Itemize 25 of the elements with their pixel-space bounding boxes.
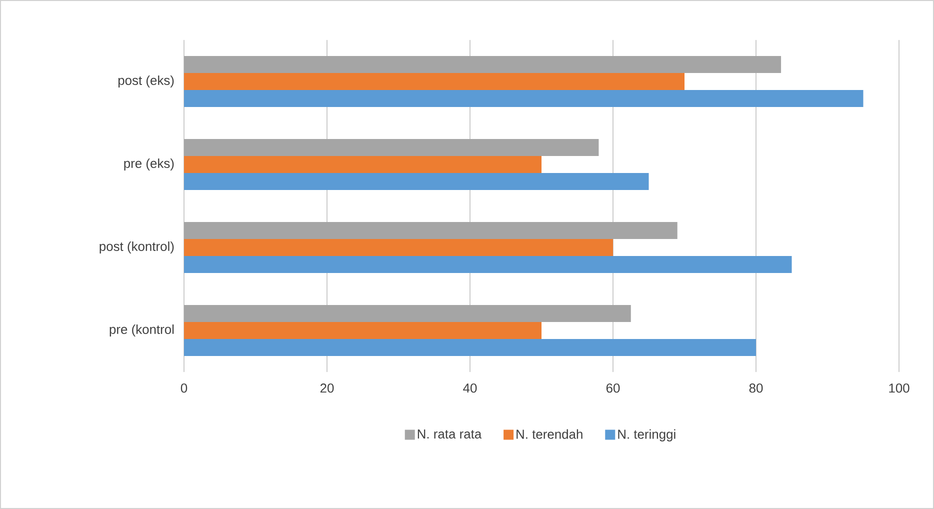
x-tick-label: 20 — [320, 384, 334, 393]
bar — [184, 173, 649, 190]
bar — [184, 322, 542, 340]
x-tick-label: 0 — [180, 384, 188, 393]
bar — [184, 304, 631, 322]
bar — [184, 222, 678, 239]
legend-label: N. terendah — [516, 429, 582, 439]
y-tick-label: pre (kontrol — [110, 324, 174, 337]
y-tick-label: pre (eks) — [124, 158, 174, 171]
bar — [184, 156, 542, 174]
x-tick-label: 100 — [889, 384, 910, 393]
x-tick-label: 80 — [749, 384, 763, 393]
legend-label: N. rata rata — [418, 430, 482, 439]
y-tick-label: post (kontrol) — [100, 241, 174, 254]
bar — [184, 56, 782, 73]
bar — [184, 238, 614, 256]
y-tick-label: post (eks) — [118, 75, 174, 88]
bar — [184, 256, 792, 274]
legend-label: N. teringgi — [618, 429, 676, 442]
bar — [184, 72, 685, 90]
x-tick-label: 40 — [463, 384, 477, 393]
bar — [184, 138, 599, 156]
bar — [184, 339, 756, 356]
x-tick-label: 60 — [606, 384, 620, 393]
bar — [184, 90, 864, 108]
